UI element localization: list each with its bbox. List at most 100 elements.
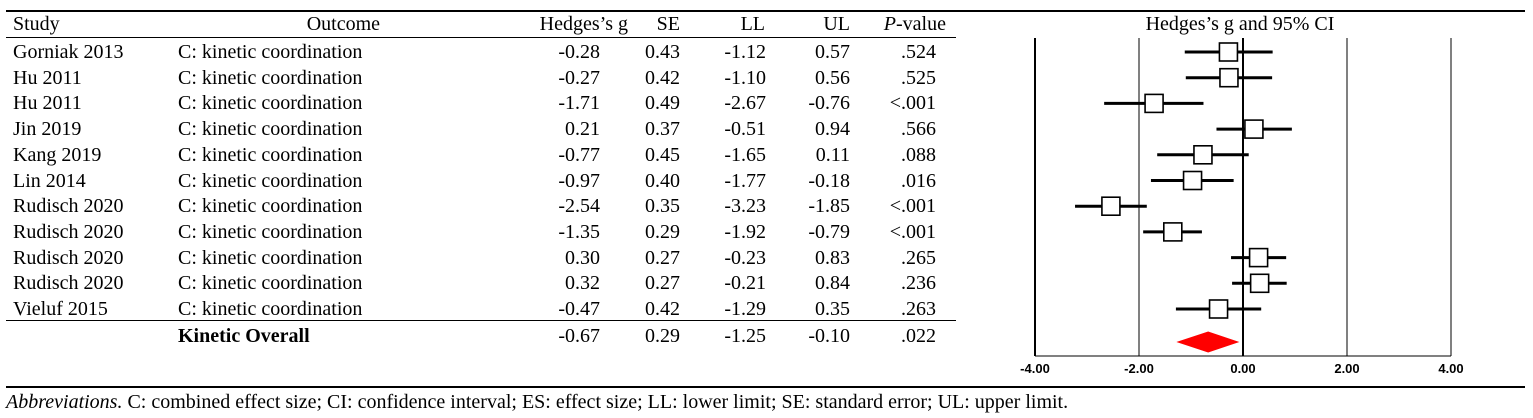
cell-outcome: C: kinetic coordination	[178, 143, 363, 166]
cell-se: 0.42	[645, 66, 680, 89]
cell-p-value: .566	[901, 118, 936, 141]
effect-marker	[1218, 42, 1239, 62]
cell-outcome: C: kinetic coordination	[178, 272, 363, 295]
cell-hedges-g: -0.77	[558, 143, 600, 166]
cell-ul: -0.76	[808, 92, 850, 115]
cell-hedges-g: -0.28	[558, 41, 600, 63]
cell-hedges-g: -2.54	[558, 195, 600, 218]
cell-ul: 0.35	[815, 298, 850, 320]
header-plot-title: Hedges’s g and 95% CI	[1145, 13, 1335, 35]
cell-study: Rudisch 2020	[13, 195, 124, 218]
cell-ll: -0.23	[724, 246, 766, 269]
cell-study: Rudisch 2020	[13, 272, 124, 295]
cell-ul: 0.84	[815, 272, 850, 295]
header-p-value: P-value	[883, 13, 946, 35]
cell-ll: -1.29	[724, 298, 766, 320]
cell-outcome: C: kinetic coordination	[178, 118, 363, 141]
effect-marker	[1101, 196, 1121, 216]
overall-diamond	[1176, 331, 1240, 353]
footnote-label: Abbreviations.	[6, 391, 123, 413]
cell-se: 0.35	[645, 195, 680, 218]
overall-ll: -1.25	[724, 325, 766, 347]
tick-label: 4.00	[1438, 361, 1463, 376]
cell-outcome: C: kinetic coordination	[178, 246, 363, 269]
cell-study: Hu 2011	[13, 92, 82, 115]
cell-ul: -1.85	[808, 195, 850, 218]
cell-ll: -1.65	[724, 143, 766, 166]
header-outcome: Outcome	[306, 13, 380, 35]
overall-p: .022	[901, 325, 936, 347]
cell-outcome: C: kinetic coordination	[178, 298, 363, 320]
overall-rule	[6, 320, 956, 321]
effect-marker	[1193, 145, 1213, 165]
top-rule	[6, 10, 1525, 12]
cell-ul: -0.79	[808, 220, 850, 243]
cell-study: Hu 2011	[13, 66, 82, 89]
footnote-text: C: combined effect size; CI: confidence …	[122, 391, 1069, 413]
footnote: Abbreviations. C: combined effect size; …	[6, 390, 1068, 414]
cell-study: Vieluf 2015	[13, 298, 108, 320]
cell-se: 0.45	[645, 143, 680, 166]
cell-study: Jin 2019	[13, 118, 82, 141]
cell-outcome: C: kinetic coordination	[178, 92, 363, 115]
tick-label: 2.00	[1334, 361, 1359, 376]
cell-outcome: C: kinetic coordination	[178, 220, 363, 243]
cell-study: Gorniak 2013	[13, 41, 124, 63]
cell-ll: -1.92	[724, 220, 766, 243]
cell-hedges-g: -1.35	[558, 220, 600, 243]
cell-outcome: C: kinetic coordination	[178, 66, 363, 89]
cell-hedges-g: -0.97	[558, 169, 600, 192]
cell-p-value: .236	[901, 272, 936, 295]
header-study: Study	[13, 13, 60, 35]
cell-ul: 0.83	[815, 246, 850, 269]
effect-marker	[1144, 93, 1164, 114]
cell-study: Lin 2014	[13, 169, 86, 192]
cell-study: Rudisch 2020	[13, 220, 124, 243]
overall-se: 0.29	[645, 325, 680, 347]
cell-p-value: .016	[901, 169, 936, 192]
cell-p-value: <.001	[889, 92, 936, 115]
cell-ul: -0.18	[808, 169, 850, 192]
overall-label: Kinetic Overall	[178, 325, 310, 347]
cell-ll: -1.12	[724, 41, 766, 63]
cell-ul: 0.56	[815, 66, 850, 89]
cell-ul: 0.94	[815, 118, 850, 141]
cell-se: 0.27	[645, 272, 680, 295]
effect-marker	[1244, 119, 1264, 139]
cell-ll: -0.21	[724, 272, 766, 295]
cell-se: 0.49	[645, 92, 680, 115]
cell-outcome: C: kinetic coordination	[178, 41, 363, 63]
cell-se: 0.37	[645, 118, 680, 141]
cell-ul: 0.11	[815, 143, 850, 166]
cell-p-value: .525	[901, 66, 936, 89]
cell-p-value: .088	[901, 143, 936, 166]
cell-p-value: .524	[901, 41, 936, 63]
header-ll: LL	[740, 13, 765, 35]
effect-marker	[1219, 67, 1239, 88]
cell-ul: 0.57	[815, 41, 850, 63]
cell-se: 0.43	[645, 41, 680, 63]
bottom-rule	[6, 386, 1525, 388]
cell-se: 0.42	[645, 298, 680, 320]
cell-hedges-g: -1.71	[558, 92, 600, 115]
tick-label: -2.00	[1124, 361, 1154, 376]
effect-marker	[1248, 247, 1269, 268]
cell-outcome: C: kinetic coordination	[178, 169, 363, 192]
cell-se: 0.27	[645, 246, 680, 269]
cell-ll: -1.10	[724, 66, 766, 89]
overall-ul: -0.10	[808, 325, 850, 347]
cell-ll: -3.23	[724, 195, 766, 218]
cell-p-value: <.001	[889, 195, 936, 218]
effect-marker	[1182, 170, 1203, 191]
header-rule	[6, 37, 956, 38]
tick-label: 0.00	[1230, 361, 1255, 376]
cell-hedges-g: -0.47	[558, 298, 600, 320]
overall-g: -0.67	[558, 325, 600, 347]
effect-marker	[1208, 299, 1229, 319]
cell-ll: -2.67	[724, 92, 766, 115]
cell-se: 0.29	[645, 220, 680, 243]
cell-se: 0.40	[645, 169, 680, 192]
effect-marker	[1249, 273, 1270, 294]
header-hedges-g: Hedges’s g	[539, 13, 628, 35]
